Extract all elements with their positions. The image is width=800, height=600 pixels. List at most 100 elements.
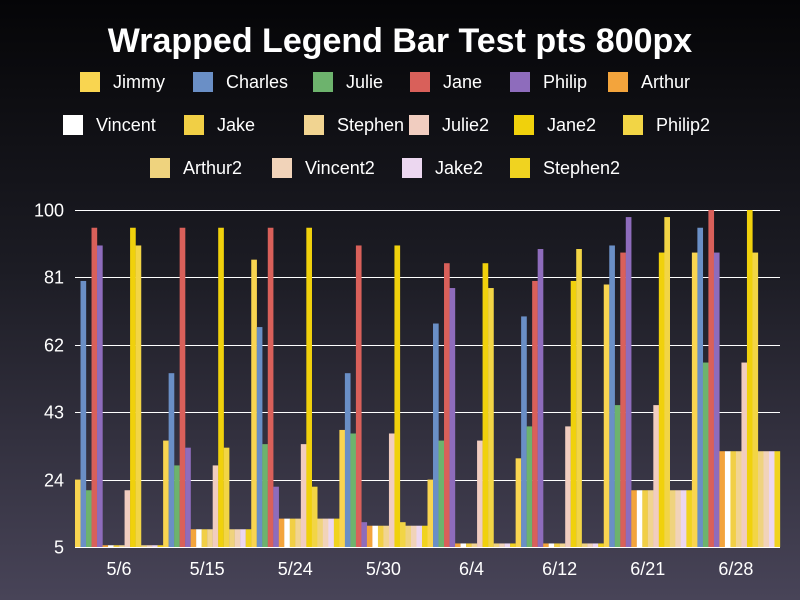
legend-label-jane: Jane — [443, 72, 482, 92]
bar-vincent-5-6 — [108, 545, 114, 547]
bar-stephen2-6-4 — [510, 543, 516, 547]
bar-jake2-5-6 — [152, 545, 158, 547]
bar-vincent2-6-12 — [587, 543, 593, 547]
legend-item-jake2: Jake2 — [402, 158, 483, 178]
x-tick-label-5-24: 5/24 — [278, 559, 313, 579]
bar-arthur2-6-12 — [581, 543, 588, 547]
legend-item-philip2: Philip2 — [623, 115, 710, 135]
bar-julie-5-24 — [262, 444, 268, 547]
legend-swatch-arthur — [608, 72, 628, 92]
bar-julie-6-28 — [702, 362, 709, 547]
chart-title: Wrapped Legend Bar Test pts 800px — [108, 22, 693, 60]
legend-label-stephen: Stephen — [337, 115, 404, 135]
bar-stephen-5-30 — [383, 525, 390, 547]
bar-julie2-5-30 — [388, 433, 395, 547]
bar-philip2-6-28 — [752, 252, 759, 547]
legend-label-arthur2: Arthur2 — [183, 158, 242, 178]
legend-label-jake2: Jake2 — [435, 158, 483, 178]
bar-vincent2-5-24 — [322, 518, 329, 547]
legend-swatch-julie2 — [409, 115, 429, 135]
legend-item-vincent2: Vincent2 — [272, 158, 375, 178]
bar-charles-5-24 — [256, 327, 263, 547]
x-tick-label-6-28: 6/28 — [718, 559, 753, 579]
bar-julie2-5-24 — [300, 444, 307, 547]
bar-philip2-6-21 — [664, 217, 670, 547]
bar-stephen-5-6 — [119, 545, 125, 547]
bar-arthur-5-30 — [366, 525, 373, 547]
bar-jake-6-21 — [642, 490, 648, 547]
y-tick-label-100: 100 — [34, 201, 64, 221]
bar-jake-6-28 — [730, 451, 737, 547]
bars — [75, 210, 781, 548]
bar-arthur-6-4 — [455, 543, 461, 547]
x-tick-label-6-12: 6/12 — [542, 559, 577, 579]
x-tick-label-5-6: 5/6 — [107, 559, 132, 579]
bar-arthur2-6-4 — [493, 543, 500, 547]
bar-charles-6-4 — [433, 323, 439, 547]
bar-vincent-6-12 — [548, 543, 555, 547]
bar-jane-5-15 — [179, 227, 186, 548]
bar-stephen2-5-24 — [333, 518, 340, 547]
legend-item-jane: Jane — [410, 72, 482, 92]
bar-vincent2-6-4 — [499, 543, 505, 547]
legend-label-stephen2: Stephen2 — [543, 158, 620, 178]
bar-jake-6-12 — [554, 543, 560, 547]
bar-jane2-6-4 — [482, 263, 489, 547]
bar-arthur2-5-6 — [141, 545, 147, 547]
bar-stephen2-5-6 — [157, 545, 164, 547]
x-tick-label-5-15: 5/15 — [190, 559, 225, 579]
bar-group-5-24 — [251, 227, 340, 548]
legend-swatch-stephen — [304, 115, 324, 135]
y-tick-label-62: 62 — [44, 336, 64, 356]
bar-philip2-5-6 — [135, 245, 142, 547]
bar-julie-5-6 — [86, 490, 92, 547]
legend-label-charles: Charles — [226, 72, 288, 92]
bar-charles-5-15 — [168, 373, 175, 547]
bar-philip-6-21 — [625, 217, 632, 547]
legend-swatch-philip — [510, 72, 530, 92]
legend-item-jake: Jake — [184, 115, 255, 135]
legend-item-philip: Philip — [510, 72, 587, 92]
bar-jimmy-6-12 — [515, 458, 522, 547]
bar-vincent-6-21 — [636, 490, 643, 547]
legend-item-stephen2: Stephen2 — [510, 158, 620, 178]
bar-julie2-6-4 — [477, 440, 483, 547]
bar-jane-6-21 — [620, 252, 626, 547]
bar-jake2-6-4 — [504, 543, 511, 547]
legend-item-jimmy: Jimmy — [80, 72, 165, 92]
bar-group-6-12 — [515, 249, 604, 547]
bar-vincent-5-24 — [284, 518, 290, 547]
legend-label-philip: Philip — [543, 72, 587, 92]
bar-charles-6-28 — [697, 227, 704, 548]
legend: Jimmy Charles Julie Jane Philip Arthur Vincent… — [63, 72, 710, 178]
legend-swatch-charles — [193, 72, 213, 92]
legend-label-julie2: Julie2 — [442, 115, 489, 135]
bar-arthur-5-6 — [102, 545, 109, 547]
bar-vincent-5-15 — [196, 529, 202, 547]
bar-vincent2-5-15 — [234, 529, 241, 547]
bar-stephen2-6-21 — [686, 490, 693, 547]
bar-jane-6-12 — [532, 280, 538, 547]
bar-vincent2-6-28 — [763, 451, 770, 547]
legend-label-jimmy: Jimmy — [113, 72, 165, 92]
bar-arthur-5-24 — [278, 518, 285, 547]
bar-vincent-6-4 — [460, 543, 467, 547]
legend-item-stephen: Stephen — [304, 115, 404, 135]
legend-label-jane2: Jane2 — [547, 115, 596, 135]
bar-julie2-5-15 — [212, 465, 219, 547]
bar-philip-5-6 — [97, 245, 103, 547]
bar-charles-5-6 — [80, 280, 87, 547]
bar-stephen2-5-30 — [421, 525, 428, 547]
y-tick-label-81: 81 — [44, 268, 64, 288]
x-tick-label-5-30: 5/30 — [366, 559, 401, 579]
bar-jimmy-5-6 — [75, 479, 81, 547]
bar-jake2-6-12 — [592, 543, 599, 547]
bar-jake-6-4 — [466, 543, 472, 547]
bar-arthur-6-21 — [631, 490, 637, 547]
bar-julie2-6-12 — [565, 426, 571, 547]
legend-label-vincent2: Vincent2 — [305, 158, 375, 178]
bar-vincent2-5-30 — [410, 525, 417, 547]
legend-item-arthur: Arthur — [608, 72, 690, 92]
bar-jane2-6-28 — [746, 210, 753, 547]
x-tick-label-6-4: 6/4 — [459, 559, 484, 579]
